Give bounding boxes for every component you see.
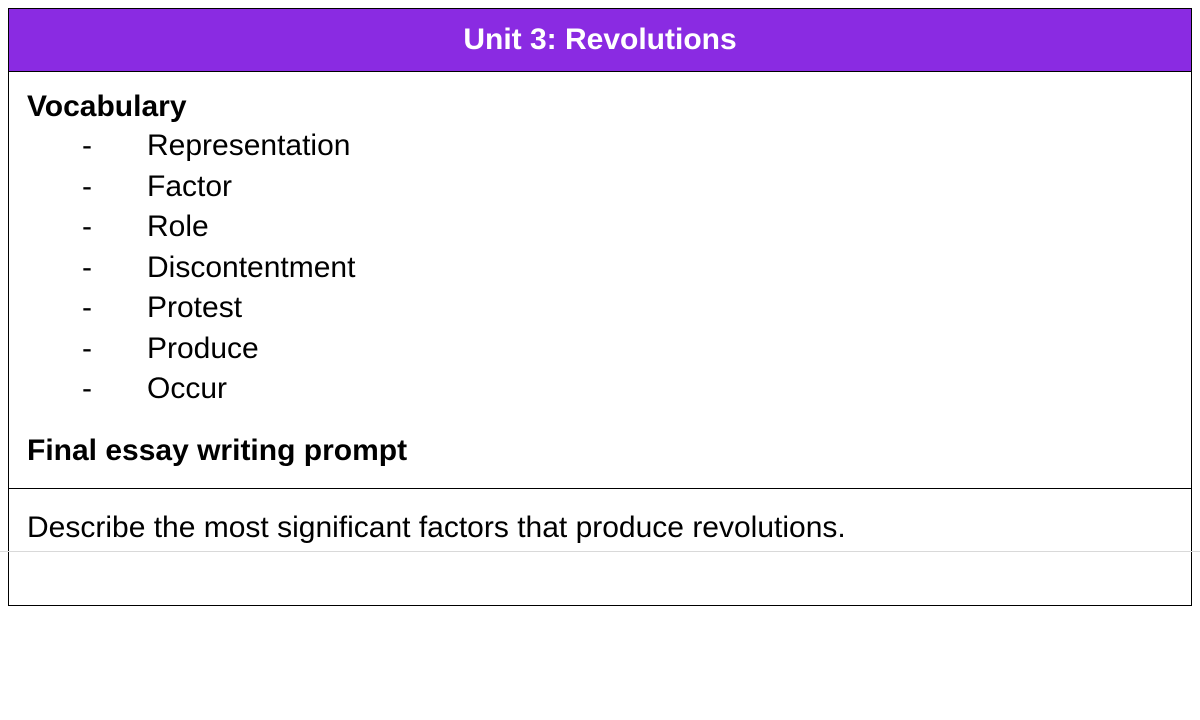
vocab-term: Role [147,207,209,248]
bullet-dash: - [27,207,147,248]
bullet-dash: - [27,167,147,208]
list-item: -Representation [27,126,1173,167]
unit-title: Unit 3: Revolutions [463,23,736,56]
vocab-term: Representation [147,126,350,167]
essay-prompt-text: Describe the most significant factors th… [27,511,846,544]
vocab-term: Discontentment [147,248,355,289]
bullet-dash: - [27,288,147,329]
essay-prompt-heading: Final essay writing prompt [27,434,1173,468]
list-item: -Role [27,207,1173,248]
vocab-term: Occur [147,369,227,410]
vocab-term: Factor [147,167,232,208]
content-cell: Vocabulary -Representation -Factor -Role… [9,72,1191,489]
list-item: -Protest [27,288,1173,329]
unit-table: Unit 3: Revolutions Vocabulary -Represen… [8,8,1192,606]
bullet-dash: - [27,329,147,370]
list-item: -Discontentment [27,248,1173,289]
essay-prompt-cell: Describe the most significant factors th… [9,489,1191,605]
vocab-term: Produce [147,329,259,370]
vocab-term: Protest [147,288,242,329]
list-item: -Occur [27,369,1173,410]
unit-header: Unit 3: Revolutions [9,9,1191,72]
vocabulary-heading: Vocabulary [27,90,1173,124]
vocabulary-list: -Representation -Factor -Role -Disconten… [27,126,1173,410]
bullet-dash: - [27,369,147,410]
list-item: -Produce [27,329,1173,370]
bullet-dash: - [27,126,147,167]
list-item: -Factor [27,167,1173,208]
bullet-dash: - [27,248,147,289]
top-page-divider [0,551,1200,552]
